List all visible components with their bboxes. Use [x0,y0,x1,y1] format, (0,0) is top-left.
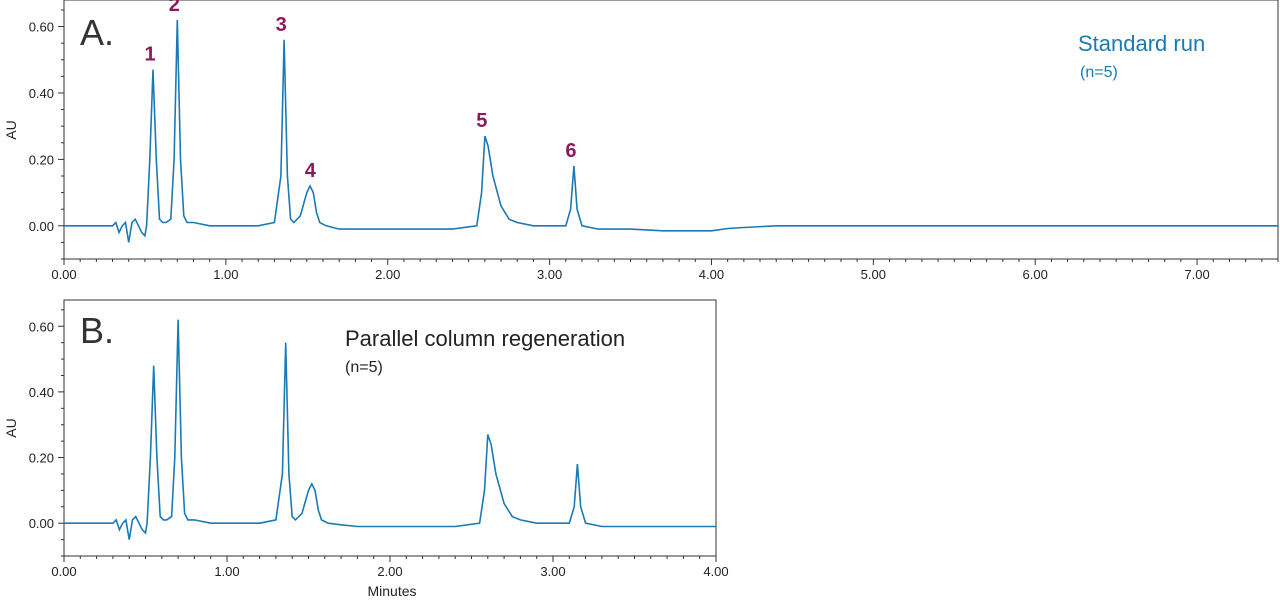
y-tick-label: 0.40 [29,86,54,101]
panel-b-ylabel: AU [3,418,19,437]
x-tick-label: 0.00 [51,267,76,282]
x-tick-label: 1.00 [214,564,239,579]
peak-label-1: 1 [144,44,155,66]
x-tick-label: 2.00 [375,267,400,282]
x-tick-label: 5.00 [861,267,886,282]
y-tick-label: 0.00 [29,219,54,234]
y-tick-label: 0.60 [29,20,54,35]
panel-a-y-axis: 0.00 0.20 0.40 0.60 [29,9,64,260]
y-tick-label: 0.20 [29,152,54,167]
panel-a-ylabel: AU [3,120,19,139]
y-tick-label: 0.20 [29,451,54,466]
panel-b-x-axis: 0.00 1.00 2.00 3.00 4.00 [51,556,729,579]
y-tick-label: 0.60 [29,319,54,334]
x-tick-label: 1.00 [213,267,238,282]
panel-a-frame [63,0,1279,260]
x-tick-label: 6.00 [1023,267,1048,282]
panel-b-subtitle: (n=5) [345,359,383,376]
peak-label-6: 6 [565,140,576,162]
panel-a-subtitle: (n=5) [1080,64,1118,81]
panel-b-title: Parallel column regeneration [345,326,625,351]
panel-a: 0.00 0.20 0.40 0.60 0.00 1.00 2.00 3.00 4.00 5.0… [3,0,1279,282]
x-tick-label: 3.00 [537,267,562,282]
panel-b-series-line [64,319,716,540]
panel-a-x-axis: 0.00 1.00 2.00 3.00 4.00 5.00 6.00 7.00 [51,259,1279,282]
peak-label-5: 5 [476,110,487,132]
peak-label-2: 2 [169,0,180,16]
panel-a-series-line [64,19,1278,243]
panel-b-y-axis: 0.00 0.20 0.40 0.60 [29,309,64,557]
panel-b-xlabel: Minutes [367,583,416,599]
panel-a-label: A. [80,12,114,53]
panel-a-peak-labels: 1 2 3 4 5 6 [144,0,576,182]
panel-b-label: B. [80,310,114,351]
x-tick-label: 2.00 [377,564,402,579]
y-tick-label: 0.40 [29,385,54,400]
peak-label-4: 4 [305,160,317,182]
x-tick-label: 4.00 [703,564,728,579]
panel-a-title: Standard run [1078,31,1205,56]
peak-label-3: 3 [276,14,287,36]
x-tick-label: 3.00 [540,564,565,579]
x-tick-label: 7.00 [1184,267,1209,282]
panel-b: 0.00 0.20 0.40 0.60 0.00 1.00 2.00 3.00 4.00 AU… [3,299,729,599]
x-tick-label: 4.00 [699,267,724,282]
y-tick-label: 0.00 [29,516,54,531]
x-tick-label: 0.00 [51,564,76,579]
